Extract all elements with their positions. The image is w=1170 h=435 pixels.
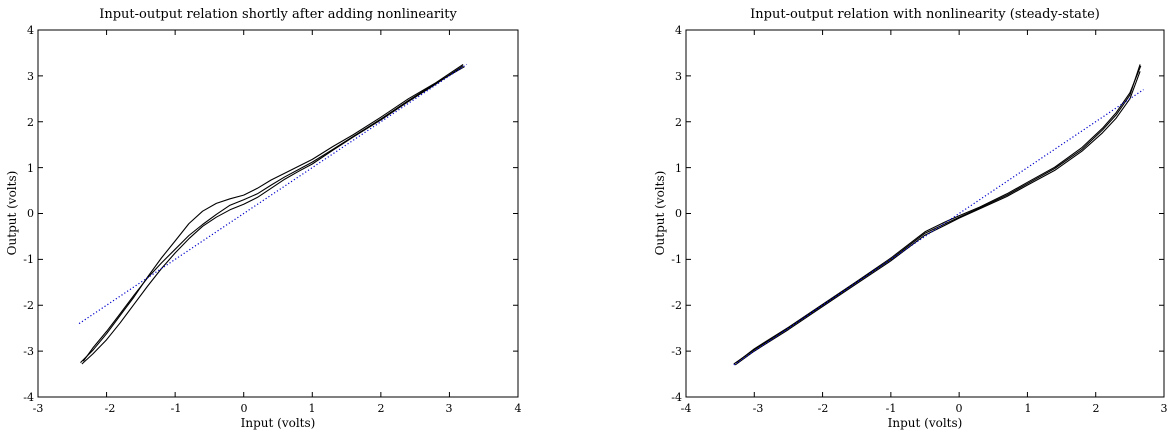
y-tick-label: 2 xyxy=(675,116,682,129)
x-tick-label: -3 xyxy=(753,402,764,415)
data-series-line-2 xyxy=(734,71,1141,366)
x-tick-label: 1 xyxy=(1025,402,1032,415)
x-tick-label: 2 xyxy=(378,402,385,415)
y-tick-label: 0 xyxy=(675,207,682,220)
chart-left-y-ticks: -4 -3 -2 -1 0 1 2 3 4 xyxy=(23,24,34,404)
y-tick-label: 3 xyxy=(27,70,34,83)
chart-left-y-axis-label: Output (volts) xyxy=(5,171,19,256)
chart-right-plot-frame xyxy=(685,29,1165,398)
chart-left: Input-output relation shortly after addi… xyxy=(5,7,522,430)
y-tick-label: 4 xyxy=(675,24,682,37)
x-tick-label: -1 xyxy=(886,402,897,415)
chart-right-y-ticks: -4 -3 -2 -1 0 1 2 3 4 xyxy=(671,24,682,404)
x-tick-label: 0 xyxy=(956,402,963,415)
y-tick-label: 1 xyxy=(675,162,682,175)
y-tick-label: -4 xyxy=(23,391,34,404)
chart-right-x-axis-label: Input (volts) xyxy=(888,416,963,430)
x-tick-label: -2 xyxy=(105,402,116,415)
x-tick-label: 2 xyxy=(1093,402,1100,415)
y-tick-label: -2 xyxy=(23,299,34,312)
chart-right-y-axis-label: Output (volts) xyxy=(653,171,667,256)
y-tick-label: 2 xyxy=(27,116,34,129)
data-series-line-1 xyxy=(80,63,464,363)
y-tick-label: 0 xyxy=(27,207,34,220)
y-tick-label: 4 xyxy=(27,24,34,37)
y-tick-label: -3 xyxy=(671,345,682,358)
chart-right: Input-output relation with nonlinearity … xyxy=(653,7,1168,430)
reference-line xyxy=(78,63,467,325)
y-tick-label: -3 xyxy=(23,345,34,358)
reference-line xyxy=(733,89,1144,366)
y-tick-label: -2 xyxy=(671,299,682,312)
chart-left-x-axis-label: Input (volts) xyxy=(241,416,316,430)
y-tick-label: -4 xyxy=(671,391,682,404)
chart-left-series xyxy=(78,63,467,365)
x-tick-label: -4 xyxy=(681,402,692,415)
x-tick-label: 4 xyxy=(515,402,522,415)
chart-left-title: Input-output relation shortly after addi… xyxy=(99,7,457,22)
chart-left-x-ticks: -3 -2 -1 0 1 2 3 4 xyxy=(33,402,522,415)
x-tick-label: 1 xyxy=(309,402,316,415)
chart-left-plot-frame xyxy=(37,29,519,398)
chart-right-x-ticks: -4 -3 -2 -1 0 1 2 3 xyxy=(681,402,1168,415)
x-tick-label: 3 xyxy=(1161,402,1168,415)
x-tick-label: -1 xyxy=(171,402,182,415)
x-tick-label: 0 xyxy=(241,402,248,415)
y-tick-label: 1 xyxy=(27,162,34,175)
y-tick-label: 3 xyxy=(675,70,682,83)
data-series-line-1 xyxy=(733,64,1141,365)
data-series-line-3 xyxy=(82,66,465,362)
y-tick-label: -1 xyxy=(23,253,34,266)
chart-right-series xyxy=(733,64,1144,366)
chart-right-title: Input-output relation with nonlinearity … xyxy=(750,7,1100,22)
x-tick-label: 3 xyxy=(446,402,453,415)
data-series-line-3 xyxy=(736,65,1142,364)
x-tick-label: -3 xyxy=(33,402,44,415)
chart-left-tick-marks xyxy=(37,29,519,398)
data-series-line-2 xyxy=(81,65,464,365)
y-tick-label: -1 xyxy=(671,253,682,266)
chart-right-tick-marks xyxy=(685,29,1165,398)
x-tick-label: -2 xyxy=(818,402,829,415)
